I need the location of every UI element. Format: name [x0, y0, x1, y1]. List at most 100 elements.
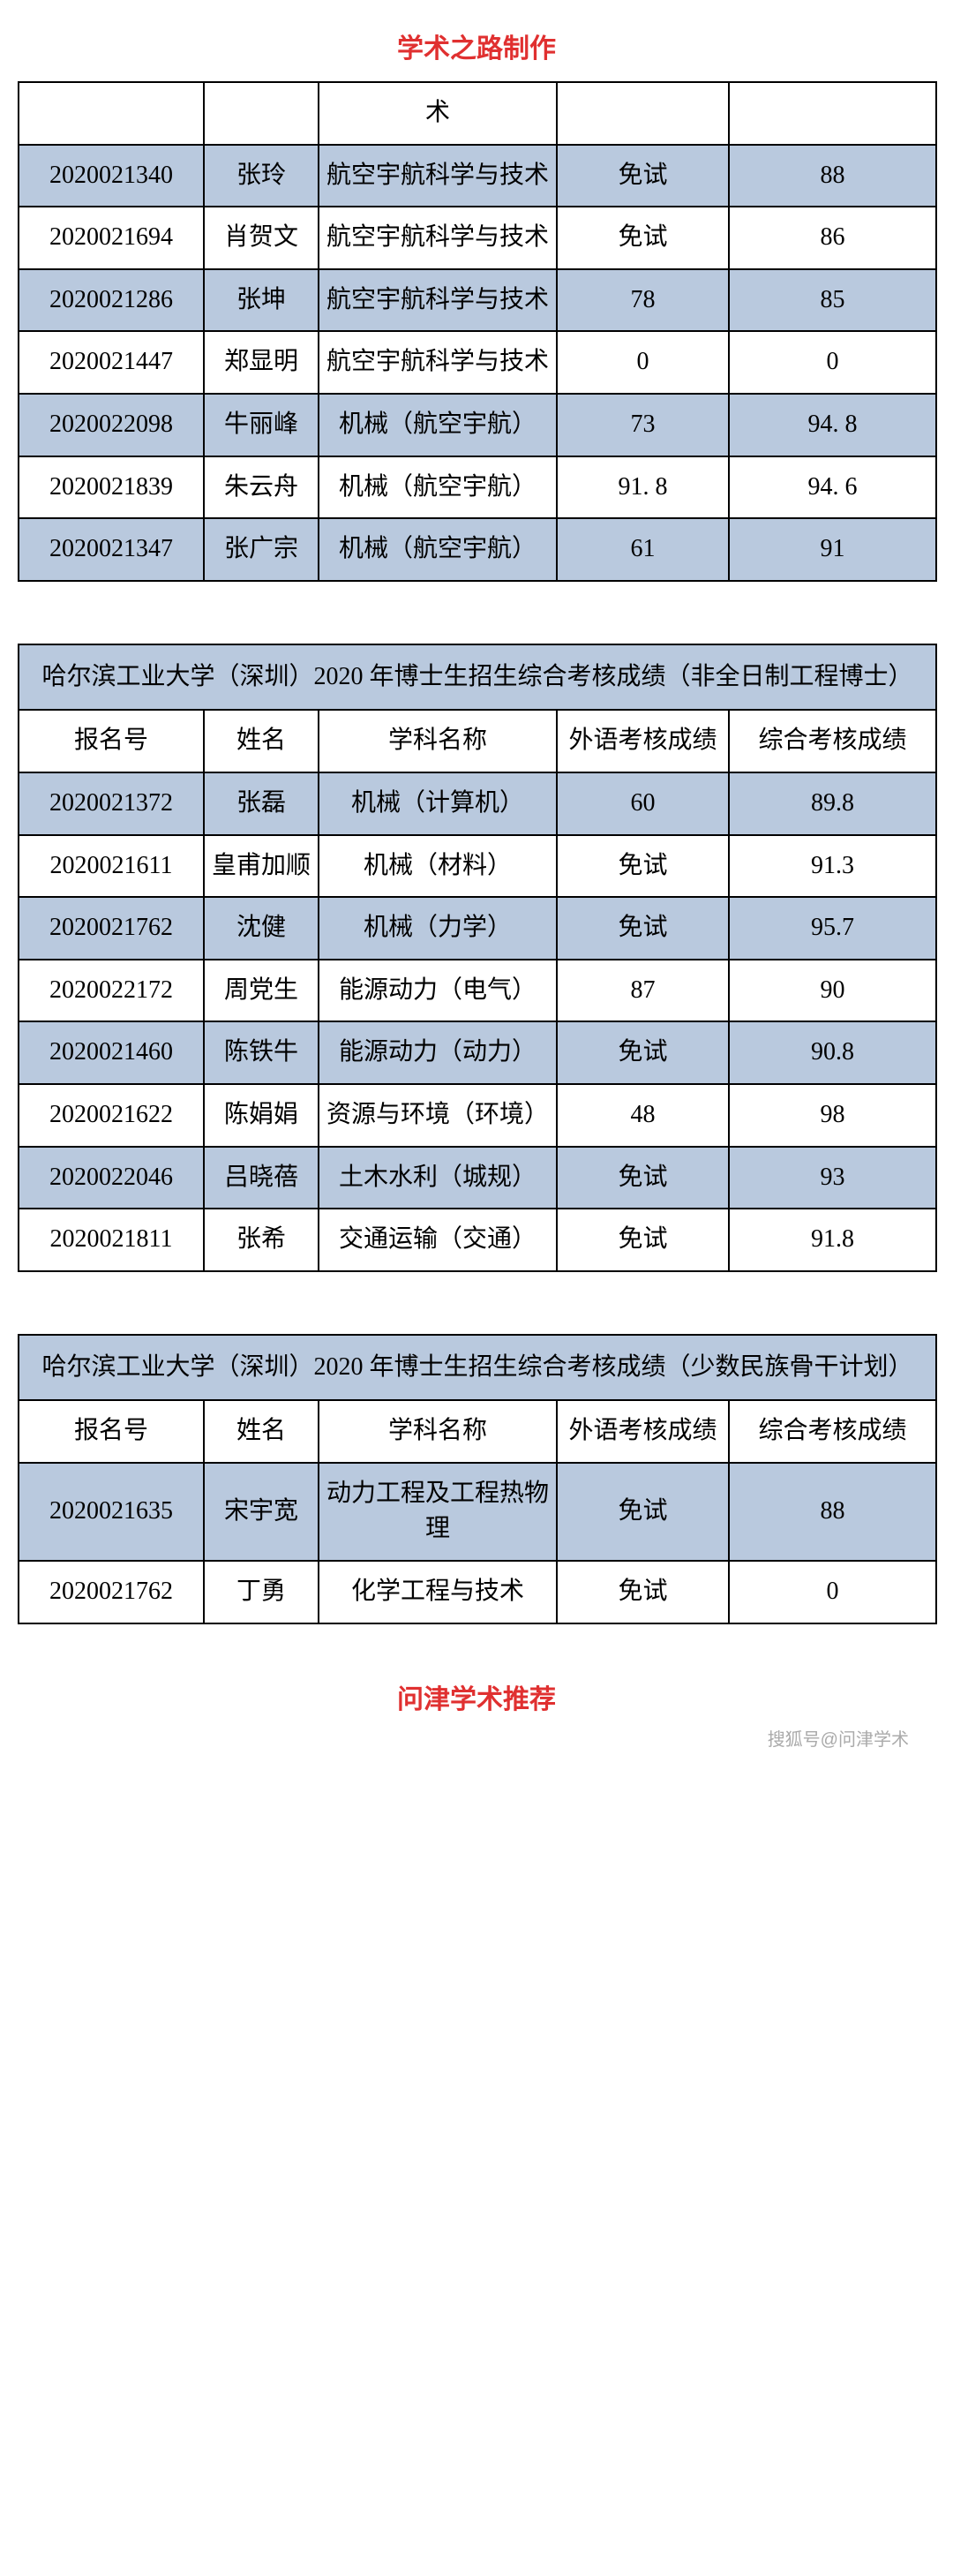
table-row: 2020021340张玲航空宇航科学与技术免试88	[19, 145, 936, 207]
table-header-cell: 外语考核成绩	[557, 710, 729, 772]
table-cell: 88	[729, 145, 936, 207]
table-cell: 78	[557, 269, 729, 332]
table-row: 2020021839朱云舟机械（航空宇航）91. 894. 6	[19, 456, 936, 519]
table-cell: 航空宇航科学与技术	[319, 269, 557, 332]
table-cell: 98	[729, 1084, 936, 1147]
table-cell: 张磊	[204, 772, 319, 835]
table-cell: 张希	[204, 1209, 319, 1271]
table-row: 2020022172周党生能源动力（电气）8790	[19, 960, 936, 1022]
table-cell: 2020021762	[19, 1561, 204, 1623]
table-cell: 73	[557, 394, 729, 456]
table-cell: 94. 6	[729, 456, 936, 519]
table-cell: 张广宗	[204, 518, 319, 581]
table-cell: 60	[557, 772, 729, 835]
table-cell: 2020021347	[19, 518, 204, 581]
table-2-title-row: 哈尔滨工业大学（深圳）2020 年博士生招生综合考核成绩（非全日制工程博士）	[19, 644, 936, 711]
table-3-title: 哈尔滨工业大学（深圳）2020 年博士生招生综合考核成绩（少数民族骨干计划）	[19, 1335, 936, 1401]
table-row: 2020021372张磊机械（计算机）6089.8	[19, 772, 936, 835]
table-cell: 能源动力（电气）	[319, 960, 557, 1022]
table-cell: 2020021622	[19, 1084, 204, 1147]
table-cell: 2020022098	[19, 394, 204, 456]
table-row: 2020021694肖贺文航空宇航科学与技术免试86	[19, 207, 936, 269]
table-cell: 化学工程与技术	[319, 1561, 557, 1623]
table-cell: 2020022172	[19, 960, 204, 1022]
table-row: 2020021762丁勇化学工程与技术免试0	[19, 1561, 936, 1623]
table-row: 2020021762沈健机械（力学）免试95.7	[19, 897, 936, 960]
table-cell: 肖贺文	[204, 207, 319, 269]
table-header-cell: 综合考核成绩	[729, 1400, 936, 1463]
table-cell: 宋宇宽	[204, 1463, 319, 1561]
table-cell: 2020021694	[19, 207, 204, 269]
table-row: 2020021460陈铁牛能源动力（动力）免试90.8	[19, 1021, 936, 1084]
table-cell: 87	[557, 960, 729, 1022]
table-cell: 机械（材料）	[319, 835, 557, 898]
table-cell: 动力工程及工程热物理	[319, 1463, 557, 1561]
table-cell: 94. 8	[729, 394, 936, 456]
table-header-cell: 学科名称	[319, 710, 557, 772]
table-cell: 航空宇航科学与技术	[319, 145, 557, 207]
table-cell: 丁勇	[204, 1561, 319, 1623]
table-cell: 91. 8	[557, 456, 729, 519]
table-cell: 85	[729, 269, 936, 332]
table-cell: 0	[729, 1561, 936, 1623]
table-cell: 免试	[557, 1561, 729, 1623]
table-3-header-row: 报名号 姓名 学科名称 外语考核成绩 综合考核成绩	[19, 1400, 936, 1463]
table-header-cell: 姓名	[204, 710, 319, 772]
table-cell: 航空宇航科学与技术	[319, 331, 557, 394]
table-row: 2020021811张希交通运输（交通）免试91.8	[19, 1209, 936, 1271]
table-cell: 2020021340	[19, 145, 204, 207]
table-cell: 免试	[557, 835, 729, 898]
table-row: 2020021447郑显明航空宇航科学与技术00	[19, 331, 936, 394]
table-1: 术 2020021340张玲航空宇航科学与技术免试882020021694肖贺文…	[18, 81, 937, 582]
table-row: 2020021286张坤航空宇航科学与技术7885	[19, 269, 936, 332]
table-cell: 0	[557, 331, 729, 394]
table-cell: 周党生	[204, 960, 319, 1022]
table-cell: 免试	[557, 1147, 729, 1209]
table-cell: 88	[729, 1463, 936, 1561]
table-cell: 2020021635	[19, 1463, 204, 1561]
table-cell: 术	[319, 82, 557, 145]
table-2-title: 哈尔滨工业大学（深圳）2020 年博士生招生综合考核成绩（非全日制工程博士）	[19, 644, 936, 711]
table-cell: 免试	[557, 1021, 729, 1084]
table-3-title-row: 哈尔滨工业大学（深圳）2020 年博士生招生综合考核成绩（少数民族骨干计划）	[19, 1335, 936, 1401]
table-cell: 朱云舟	[204, 456, 319, 519]
table-cell: 91	[729, 518, 936, 581]
table-2: 哈尔滨工业大学（深圳）2020 年博士生招生综合考核成绩（非全日制工程博士） 报…	[18, 644, 937, 1272]
table-cell: 86	[729, 207, 936, 269]
table-cell: 张坤	[204, 269, 319, 332]
table-cell: 93	[729, 1147, 936, 1209]
table-cell: 91.3	[729, 835, 936, 898]
table-header-cell: 姓名	[204, 1400, 319, 1463]
table-cell: 2020022046	[19, 1147, 204, 1209]
table-3: 哈尔滨工业大学（深圳）2020 年博士生招生综合考核成绩（少数民族骨干计划） 报…	[18, 1334, 937, 1624]
table-cell: 交通运输（交通）	[319, 1209, 557, 1271]
table-cell: 机械（力学）	[319, 897, 557, 960]
table-cell: 张玲	[204, 145, 319, 207]
table-cell: 2020021460	[19, 1021, 204, 1084]
table-cell: 95.7	[729, 897, 936, 960]
table-cell: 89.8	[729, 772, 936, 835]
table-header-cell: 综合考核成绩	[729, 710, 936, 772]
table-cell: 91.8	[729, 1209, 936, 1271]
table-cell: 免试	[557, 1463, 729, 1561]
table-cell: 61	[557, 518, 729, 581]
table-row: 2020022046吕晓蓓土木水利（城规）免试93	[19, 1147, 936, 1209]
table-header-cell: 报名号	[19, 1400, 204, 1463]
table-row: 2020022098牛丽峰机械（航空宇航）7394. 8	[19, 394, 936, 456]
table-row: 2020021622陈娟娟资源与环境（环境）4898	[19, 1084, 936, 1147]
table-cell: 郑显明	[204, 331, 319, 394]
table-cell: 土木水利（城规）	[319, 1147, 557, 1209]
table-cell: 牛丽峰	[204, 394, 319, 456]
table-cell: 2020021811	[19, 1209, 204, 1271]
table-cell: 2020021611	[19, 835, 204, 898]
table-cell: 机械（航空宇航）	[319, 518, 557, 581]
table-cell	[19, 82, 204, 145]
table-row: 2020021347张广宗机械（航空宇航）6191	[19, 518, 936, 581]
table-cell: 2020021447	[19, 331, 204, 394]
table-cell: 2020021762	[19, 897, 204, 960]
table-row: 2020021635宋宇宽动力工程及工程热物理免试88	[19, 1463, 936, 1561]
table-1-partial-header-row: 术	[19, 82, 936, 145]
table-cell: 机械（计算机）	[319, 772, 557, 835]
table-cell: 沈健	[204, 897, 319, 960]
table-cell: 吕晓蓓	[204, 1147, 319, 1209]
